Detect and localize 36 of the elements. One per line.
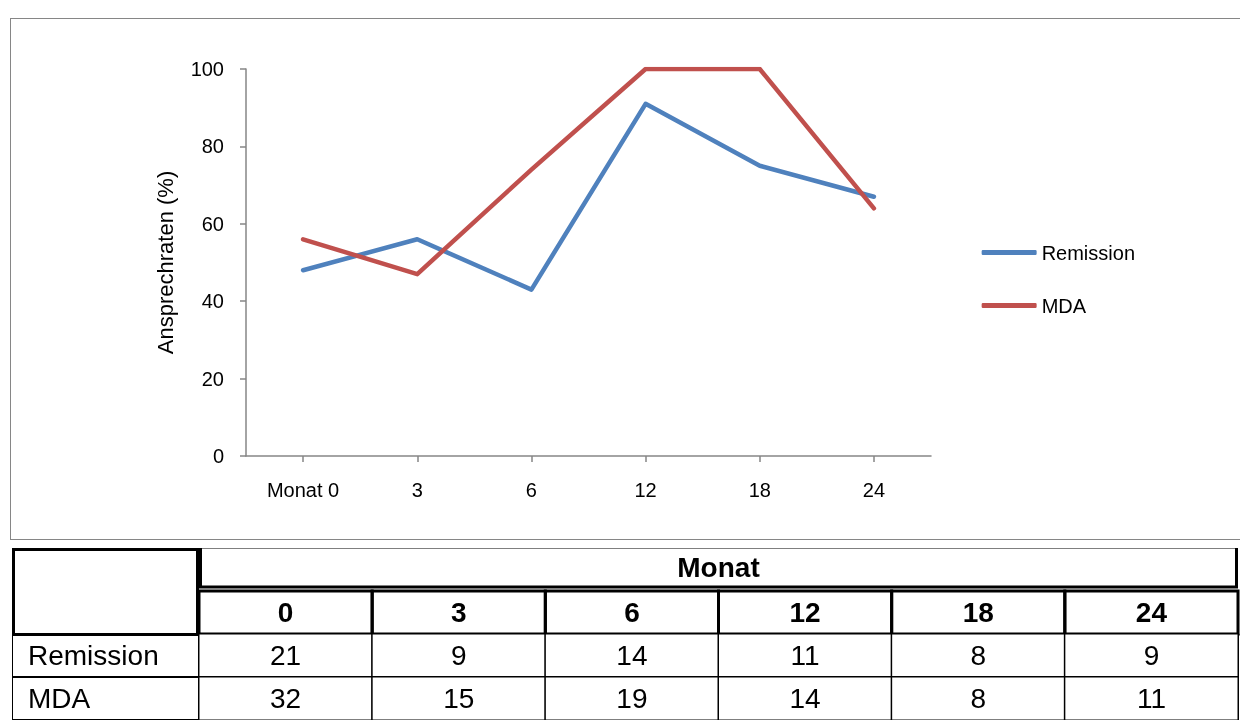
data-label: 8 [970,640,987,671]
x-tick-label: 12 [789,597,821,628]
x-axis-title: Monat [677,551,760,583]
x-tick-label: 3 [411,479,423,501]
line-series [300,101,877,292]
data-label: 14 [616,640,648,671]
data-label: 32 [270,683,302,714]
x-tick-label: 12 [634,479,657,501]
x-tick-label: Monat 0 [266,479,340,501]
data-label: 9 [1143,640,1160,671]
x-tick-label: 18 [962,597,994,628]
data-label: 19 [616,683,648,714]
x-tick-label: 6 [525,479,537,501]
legend-label: MDA [1041,294,1087,317]
line-series [300,66,877,277]
legend-label: Remission [1041,241,1135,264]
y-tick-label: 80 [201,135,224,158]
data-label: 14 [789,683,821,714]
data-label: 21 [270,640,302,671]
y-tick-label: 60 [201,212,224,235]
data-label: 8 [970,683,987,714]
y-tick-label: 100 [190,58,224,80]
x-tick-label: 24 [1135,597,1168,628]
data-label: 11 [1136,683,1166,714]
data-label: 11 [790,640,820,671]
x-tick-label: 3 [450,597,467,628]
y-tick-label: 40 [201,290,224,313]
x-tick-label: 6 [624,597,640,628]
x-tick-label: 0 [277,597,294,628]
data-label: 9 [450,640,467,671]
x-tick-label: 18 [748,479,771,501]
y-tick-label: 0 [212,445,224,467]
y-tick-label: 20 [201,367,224,390]
data-label: 15 [443,683,475,714]
y-axis-title: Ansprechraten (%) [152,170,178,355]
x-tick-label: 24 [862,479,886,501]
